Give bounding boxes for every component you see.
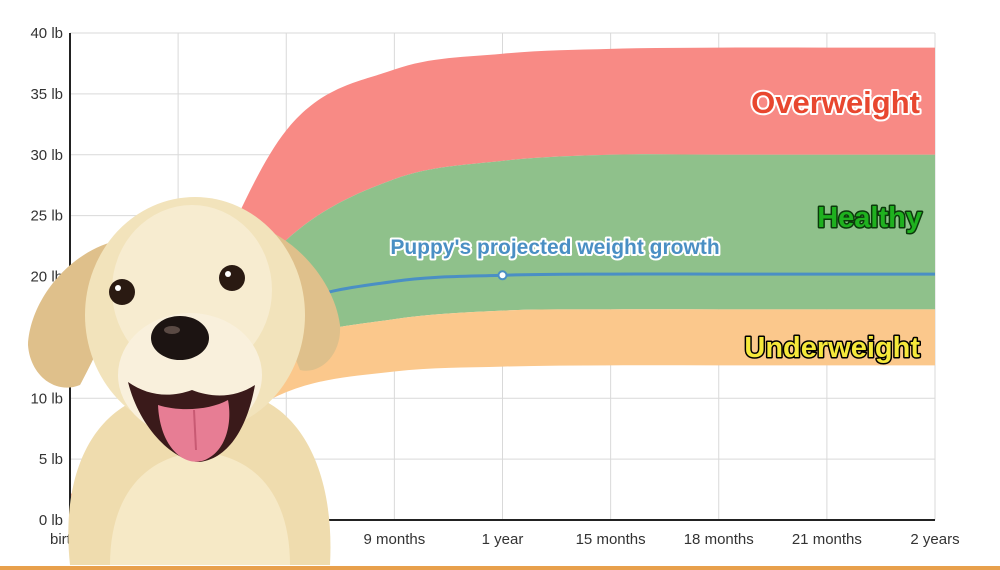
y-tick-label: 10 lb xyxy=(30,390,63,407)
x-tick-label: 1 year xyxy=(482,531,524,548)
y-tick-label: 40 lb xyxy=(30,25,63,42)
bottom-accent-bar xyxy=(0,566,1000,570)
x-tick-label: 21 months xyxy=(792,531,862,548)
x-tick-label: 18 months xyxy=(684,531,754,548)
y-tick-label: 35 lb xyxy=(30,86,63,103)
band-overweight xyxy=(70,47,935,508)
y-tick-label: 30 lb xyxy=(30,147,63,164)
puppy-photo xyxy=(28,197,341,565)
x-tick-label: 2 years xyxy=(910,531,959,548)
y-tick-label: 25 lb xyxy=(30,208,63,225)
y-tick-label: 5 lb xyxy=(39,451,63,468)
x-tick-label: 9 months xyxy=(364,531,426,548)
y-tick-label: 0 lb xyxy=(39,512,63,529)
x-tick-label: 15 months xyxy=(576,531,646,548)
band-label-healthy: Healthy xyxy=(817,202,922,234)
growth-marker xyxy=(497,270,508,281)
band-label-overweight: Overweight xyxy=(751,85,920,120)
series-label: Puppy's projected weight growth xyxy=(390,236,719,259)
band-label-underweight: Underweight xyxy=(744,332,920,364)
